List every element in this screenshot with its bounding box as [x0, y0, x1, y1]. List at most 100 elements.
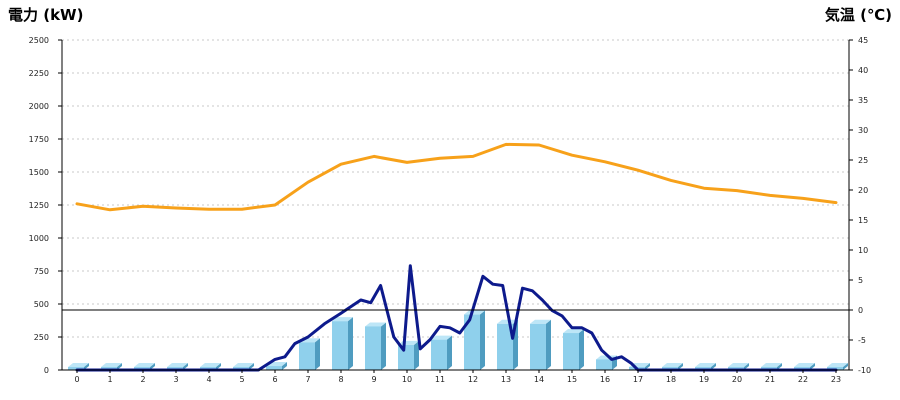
right-tick-label: 45 [858, 36, 868, 45]
bar-front [398, 344, 414, 370]
right-tick-label: 5 [858, 276, 863, 285]
bar-side [117, 363, 122, 370]
bar-top [200, 363, 221, 367]
bar-top [563, 329, 584, 334]
x-tick-label: 7 [305, 375, 310, 384]
bar-side [150, 363, 155, 370]
left-tick-label: 750 [34, 267, 49, 276]
bar-front [530, 323, 546, 370]
bar-side [216, 363, 221, 370]
bar-side [645, 363, 650, 370]
bar-top [134, 363, 155, 367]
bar-front [299, 342, 315, 370]
right-tick-label: 35 [858, 96, 868, 105]
power-bar [68, 363, 89, 370]
x-tick-label: 14 [534, 375, 544, 384]
x-tick-label: 19 [699, 375, 709, 384]
bar-front [68, 367, 84, 370]
x-tick-label: 18 [666, 375, 676, 384]
x-tick-label: 13 [501, 375, 511, 384]
bar-top [332, 317, 353, 322]
bar-side [183, 363, 188, 370]
right-axis-title: 気温 (℃) [825, 6, 892, 24]
bar-side [810, 363, 815, 370]
bar-front [266, 366, 282, 370]
bar-top [794, 363, 815, 367]
x-tick-label: 17 [633, 375, 643, 384]
bar-top [662, 363, 683, 367]
x-tick-label: 4 [206, 375, 211, 384]
power-bar [464, 310, 485, 370]
power-bar [563, 329, 584, 370]
right-tick-label: 30 [858, 126, 868, 135]
bar-front [365, 326, 381, 370]
right-tick-label: 10 [858, 246, 868, 255]
bar-side [348, 317, 353, 370]
left-tick-label: 250 [34, 333, 49, 342]
x-tick-label: 22 [798, 375, 808, 384]
bar-side [777, 363, 782, 370]
x-tick-label: 6 [272, 375, 277, 384]
bar-front [431, 339, 447, 370]
x-tick-label: 0 [74, 375, 79, 384]
bar-side [843, 363, 848, 370]
bar-top [233, 363, 254, 367]
x-tick-label: 20 [732, 375, 742, 384]
right-tick-label: 40 [858, 66, 868, 75]
right-tick-label: -10 [858, 366, 871, 375]
power-bar [530, 319, 551, 370]
temperature-line [75, 142, 838, 212]
bar-side [579, 329, 584, 370]
power-bars [68, 310, 848, 370]
right-tick-label: 0 [858, 306, 863, 315]
right-tick-label: 15 [858, 216, 868, 225]
bar-side [84, 363, 89, 370]
left-axis-title: 電力 (kW) [8, 6, 83, 24]
bar-side [480, 310, 485, 370]
left-tick-label: 2250 [29, 69, 49, 78]
power-line [75, 264, 838, 372]
bar-side [678, 363, 683, 370]
x-tick-label: 2 [140, 375, 145, 384]
x-tick-label: 16 [600, 375, 610, 384]
bar-side [381, 322, 386, 370]
right-tick-label: 25 [858, 156, 868, 165]
gridlines [62, 39, 849, 338]
right-tick-label: 20 [858, 186, 868, 195]
bar-front [596, 359, 612, 370]
left-tick-label: 1250 [29, 201, 49, 210]
bar-front [563, 333, 579, 370]
left-tick-label: 0 [44, 366, 49, 375]
bar-side [249, 363, 254, 370]
bar-side [447, 335, 452, 370]
power-bar [365, 322, 386, 370]
x-tick-label: 11 [435, 375, 445, 384]
bar-front [332, 321, 348, 370]
x-tick-label: 8 [338, 375, 343, 384]
bar-top [365, 322, 386, 327]
bar-side [282, 362, 287, 370]
bar-side [744, 363, 749, 370]
x-tick-label: 21 [765, 375, 775, 384]
power-bar [299, 338, 320, 370]
x-tick-label: 10 [402, 375, 412, 384]
bar-top [728, 363, 749, 367]
x-tick-label: 9 [371, 375, 376, 384]
bar-top [497, 319, 518, 324]
bar-top [695, 363, 716, 367]
right-tick-label: -5 [858, 336, 866, 345]
chart-lines [75, 142, 838, 372]
bar-top [68, 363, 89, 367]
bar-top [530, 319, 551, 324]
bar-front [497, 323, 513, 370]
x-tick-label: 1 [107, 375, 112, 384]
bar-top [167, 363, 188, 367]
x-tick-label: 23 [831, 375, 841, 384]
bar-top [101, 363, 122, 367]
bar-top [827, 363, 848, 367]
left-tick-label: 2000 [29, 102, 49, 111]
power-bar [332, 317, 353, 370]
left-tick-label: 1750 [29, 135, 49, 144]
left-tick-label: 500 [34, 300, 49, 309]
